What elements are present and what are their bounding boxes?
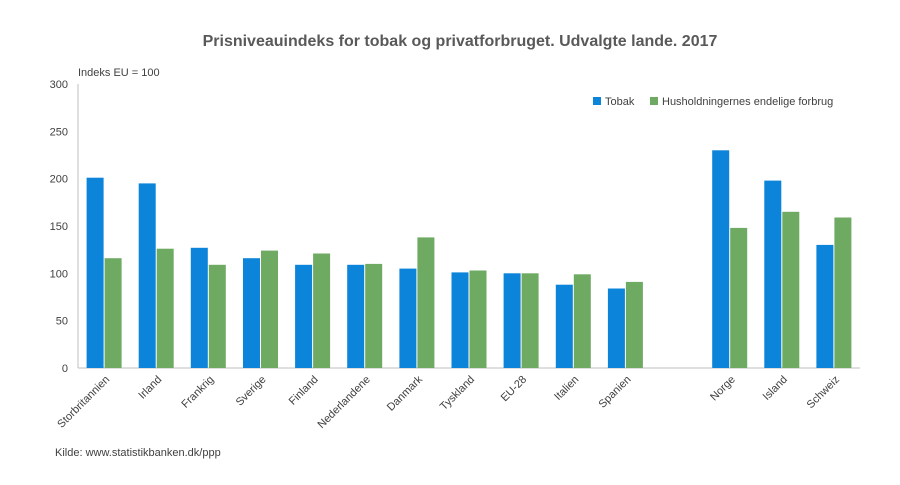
bar-tobak	[138, 183, 156, 368]
legend-swatch-husholdninger	[650, 97, 658, 105]
bar-husholdninger	[417, 237, 435, 368]
x-category-label: Danmark	[385, 373, 425, 413]
bar-tobak	[816, 244, 834, 368]
bar-tobak	[190, 247, 208, 368]
bar-husholdninger	[834, 217, 852, 368]
bar-husholdninger	[156, 248, 174, 368]
bar-husholdninger	[313, 253, 331, 368]
bar-husholdninger	[730, 227, 748, 368]
x-category-label: Nederlandene	[315, 374, 372, 431]
y-tick-label: 0	[62, 363, 68, 375]
bar-husholdninger	[208, 264, 226, 368]
x-category-label: Italien	[552, 374, 581, 403]
legend-swatch-tobak	[593, 97, 601, 105]
category-labels: Storbritannien Irland Frankrig Sverige Finla…	[55, 373, 842, 431]
x-category-label: Island	[761, 374, 790, 403]
x-category-label: Norge	[708, 374, 738, 404]
bar-tobak	[451, 272, 469, 368]
y-tick-label: 150	[50, 221, 68, 233]
bar-tobak	[764, 180, 782, 368]
x-category-label: Tyskland	[438, 374, 477, 413]
y-tick-label: 50	[56, 316, 68, 328]
x-category-label: EU-28	[499, 374, 530, 405]
y-tick-label: 300	[50, 79, 68, 91]
x-category-label: Spanien	[596, 374, 633, 411]
bar-husholdninger	[261, 250, 278, 368]
bar-tobak	[295, 264, 313, 368]
legend: Tobak Husholdningernes endelige forbrug	[593, 96, 833, 108]
bars-group	[86, 150, 852, 368]
chart-title: Prisniveauindeks for tobak og privatforb…	[203, 33, 718, 50]
bar-tobak	[347, 264, 365, 368]
x-category-label: Irland	[136, 374, 164, 402]
y-tick-label: 200	[50, 174, 68, 186]
legend-label-husholdninger: Husholdningernes endelige forbrug	[662, 96, 833, 108]
x-category-label: Frankrig	[179, 374, 216, 411]
bar-tobak	[86, 177, 104, 368]
bar-tobak	[243, 258, 260, 368]
bar-tobak	[555, 284, 573, 368]
bar-husholdninger	[573, 274, 591, 368]
bar-husholdninger	[469, 270, 487, 368]
bar-husholdninger	[365, 263, 383, 368]
x-category-label: Finland	[287, 374, 321, 408]
y-tick-label: 100	[50, 268, 68, 280]
x-category-label: Schweiz	[805, 374, 842, 411]
bar-tobak	[399, 268, 417, 368]
bar-husholdninger	[782, 211, 800, 368]
y-axis-ticks: 0 50 100 150 200 250 300	[50, 79, 68, 375]
y-tick-label: 250	[50, 126, 68, 138]
source-note: Kilde: www.statistikbanken.dk/ppp	[55, 447, 221, 459]
y-axis-label: Indeks EU = 100	[78, 67, 160, 79]
bar-husholdninger	[521, 273, 539, 368]
x-category-label: Sverige	[234, 374, 269, 409]
bar-tobak	[607, 288, 625, 368]
bar-tobak	[712, 150, 730, 368]
bar-tobak	[503, 273, 521, 368]
bar-husholdninger	[625, 281, 643, 368]
x-category-label: Storbritannien	[55, 374, 112, 431]
legend-label-tobak: Tobak	[605, 96, 635, 108]
bar-husholdninger	[104, 258, 122, 368]
